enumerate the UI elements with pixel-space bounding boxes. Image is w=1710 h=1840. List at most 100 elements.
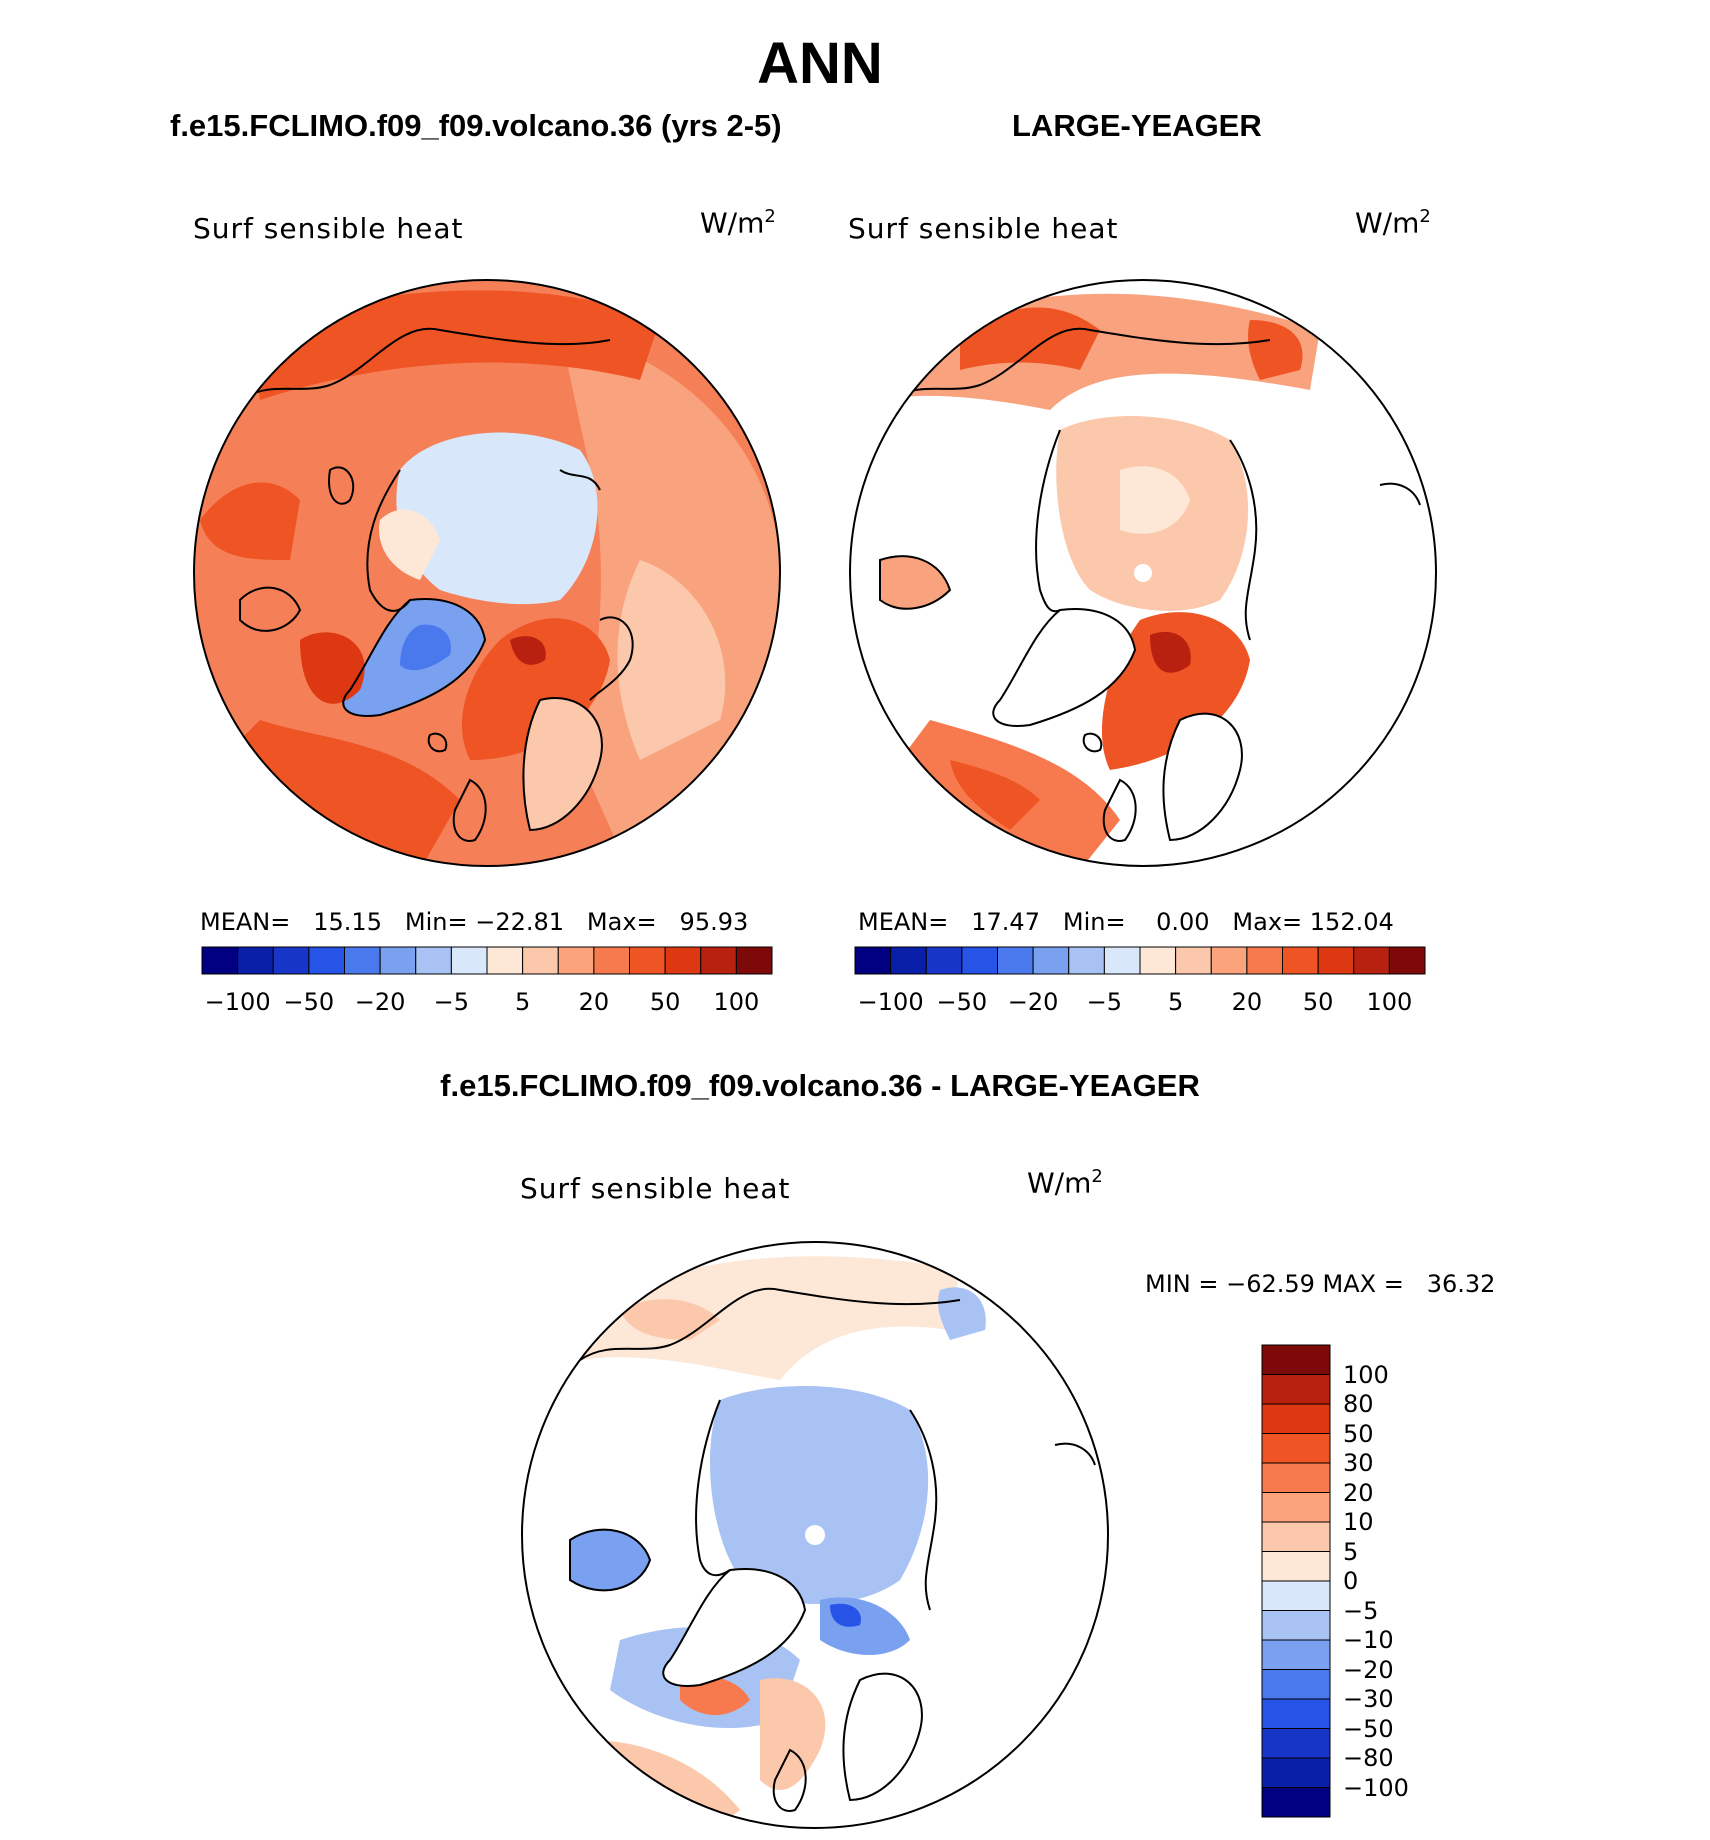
colorbar-swatch bbox=[1261, 1374, 1331, 1405]
colorbar-swatch bbox=[961, 946, 998, 975]
panel1-map-border bbox=[193, 279, 781, 867]
colorbar-swatch bbox=[1261, 1669, 1331, 1700]
difference-title: f.e15.FCLIMO.f09_f09.volcano.36 - LARGE-… bbox=[440, 1068, 1200, 1103]
colorbar-swatch bbox=[1261, 1580, 1331, 1611]
colorbar-swatch bbox=[1261, 1521, 1331, 1552]
colorbar-swatch bbox=[1282, 946, 1319, 975]
colorbar-swatch bbox=[237, 946, 274, 975]
colorbar-tick-label: −20 bbox=[1343, 1655, 1394, 1684]
colorbar-tick-label: 30 bbox=[1343, 1449, 1374, 1477]
colorbar-tick-label: 100 bbox=[713, 988, 760, 1016]
panel1-stats: MEAN= 15.15 Min= −22.81 Max= 95.93 bbox=[200, 908, 749, 936]
colorbar-swatch bbox=[1246, 946, 1283, 975]
colorbar-tick-label: 20 bbox=[578, 988, 610, 1016]
panel2-case-title: LARGE-YEAGER bbox=[1012, 108, 1262, 143]
colorbar-swatch bbox=[1261, 1551, 1331, 1582]
colorbar-swatch bbox=[1261, 1728, 1331, 1759]
colorbar-swatch bbox=[1388, 946, 1426, 975]
colorbar-swatch bbox=[522, 946, 559, 975]
difference-variable-label: Surf sensible heat bbox=[520, 1172, 791, 1205]
colorbar-tick-label: 5 bbox=[1167, 988, 1184, 1016]
colorbar-swatch bbox=[201, 946, 239, 975]
colorbar-swatch bbox=[997, 946, 1034, 975]
colorbar-swatch bbox=[1068, 946, 1105, 975]
difference-map-border bbox=[521, 1241, 1109, 1829]
colorbar-tick-label: 5 bbox=[1343, 1537, 1359, 1566]
colorbar-swatch bbox=[450, 946, 488, 975]
colorbar-tick-label: −80 bbox=[1343, 1744, 1394, 1772]
colorbar-swatch bbox=[415, 946, 452, 975]
colorbar-swatch bbox=[1103, 946, 1141, 975]
colorbar-tick-label: 50 bbox=[649, 988, 681, 1016]
colorbar-tick-label: −50 bbox=[936, 988, 988, 1016]
colorbar-tick-label: 20 bbox=[1343, 1478, 1374, 1507]
figure-title: ANN bbox=[757, 31, 883, 96]
colorbar-swatch bbox=[1353, 946, 1390, 975]
colorbar-swatch bbox=[700, 946, 737, 975]
colorbar-swatch bbox=[1261, 1433, 1331, 1464]
colorbar-tick-label: −10 bbox=[1343, 1626, 1394, 1654]
colorbar-tick-label: −50 bbox=[1343, 1714, 1394, 1743]
colorbar-swatch bbox=[1139, 946, 1177, 975]
panel2-map bbox=[850, 280, 1436, 866]
difference-map bbox=[522, 1242, 1108, 1828]
colorbar-tick-label: −5 bbox=[1343, 1596, 1379, 1625]
colorbar-swatch bbox=[593, 946, 630, 975]
panel1-case-title: f.e15.FCLIMO.f09_f09.volcano.36 (yrs 2-5… bbox=[170, 108, 782, 143]
colorbar-swatch bbox=[735, 946, 773, 975]
colorbar-tick-label: −5 bbox=[1086, 988, 1123, 1016]
colorbar-swatch bbox=[1261, 1698, 1331, 1729]
difference-colorbar bbox=[1261, 1344, 1331, 1818]
colorbar-swatch bbox=[1210, 946, 1248, 975]
colorbar-swatch bbox=[1261, 1344, 1331, 1375]
colorbar-tick-label: −20 bbox=[354, 988, 406, 1016]
colorbar-swatch bbox=[664, 946, 702, 975]
colorbar-swatch bbox=[854, 946, 892, 975]
colorbar-swatch bbox=[1175, 946, 1212, 975]
colorbar-tick-label: 50 bbox=[1302, 988, 1334, 1016]
colorbar-swatch bbox=[486, 946, 524, 975]
panel2-stats: MEAN= 17.47 Min= 0.00 Max= 152.04 bbox=[858, 908, 1394, 936]
colorbar-tick-label: 50 bbox=[1343, 1419, 1374, 1448]
difference-minmax: MIN = −62.59 MAX = 36.32 bbox=[1145, 1270, 1496, 1298]
panel2-colorbar bbox=[854, 946, 1426, 975]
colorbar-tick-label: −50 bbox=[283, 988, 335, 1016]
colorbar-tick-label: −100 bbox=[204, 988, 271, 1016]
panel1-colorbar bbox=[201, 946, 773, 975]
colorbar-swatch bbox=[1317, 946, 1355, 975]
panel1-variable-label: Surf sensible heat bbox=[193, 212, 464, 245]
panel1-units-label: W/m2 bbox=[700, 206, 776, 240]
colorbar-swatch bbox=[557, 946, 595, 975]
panel2-variable-label: Surf sensible heat bbox=[848, 212, 1119, 245]
colorbar-swatch bbox=[1261, 1462, 1331, 1493]
colorbar-swatch bbox=[1032, 946, 1070, 975]
colorbar-tick-label: −30 bbox=[1343, 1685, 1394, 1713]
colorbar-swatch bbox=[1261, 1639, 1331, 1670]
panel2-map-border bbox=[849, 279, 1437, 867]
colorbar-tick-label: −100 bbox=[857, 988, 924, 1016]
colorbar-swatch bbox=[890, 946, 927, 975]
colorbar-tick-label: 100 bbox=[1343, 1360, 1389, 1389]
colorbar-tick-label: 20 bbox=[1231, 988, 1263, 1016]
colorbar-swatch bbox=[379, 946, 417, 975]
colorbar-tick-label: −20 bbox=[1007, 988, 1059, 1016]
colorbar-swatch bbox=[1261, 1492, 1331, 1523]
colorbar-swatch bbox=[308, 946, 345, 975]
colorbar-tick-label: −100 bbox=[1343, 1773, 1409, 1802]
colorbar-tick-label: 100 bbox=[1366, 988, 1413, 1016]
panel1-map bbox=[194, 280, 780, 866]
colorbar-tick-label: 10 bbox=[1343, 1508, 1374, 1536]
colorbar-tick-label: 0 bbox=[1343, 1567, 1359, 1595]
colorbar-swatch bbox=[629, 946, 666, 975]
colorbar-swatch bbox=[344, 946, 381, 975]
colorbar-tick-label: 5 bbox=[514, 988, 531, 1016]
colorbar-swatch bbox=[1261, 1403, 1331, 1434]
colorbar-swatch bbox=[925, 946, 963, 975]
colorbar-tick-label: 80 bbox=[1343, 1390, 1374, 1418]
difference-units-label: W/m2 bbox=[1027, 1166, 1103, 1200]
colorbar-swatch bbox=[1261, 1787, 1331, 1818]
colorbar-swatch bbox=[272, 946, 310, 975]
colorbar-swatch bbox=[1261, 1610, 1331, 1641]
panel2-units-label: W/m2 bbox=[1355, 206, 1431, 240]
